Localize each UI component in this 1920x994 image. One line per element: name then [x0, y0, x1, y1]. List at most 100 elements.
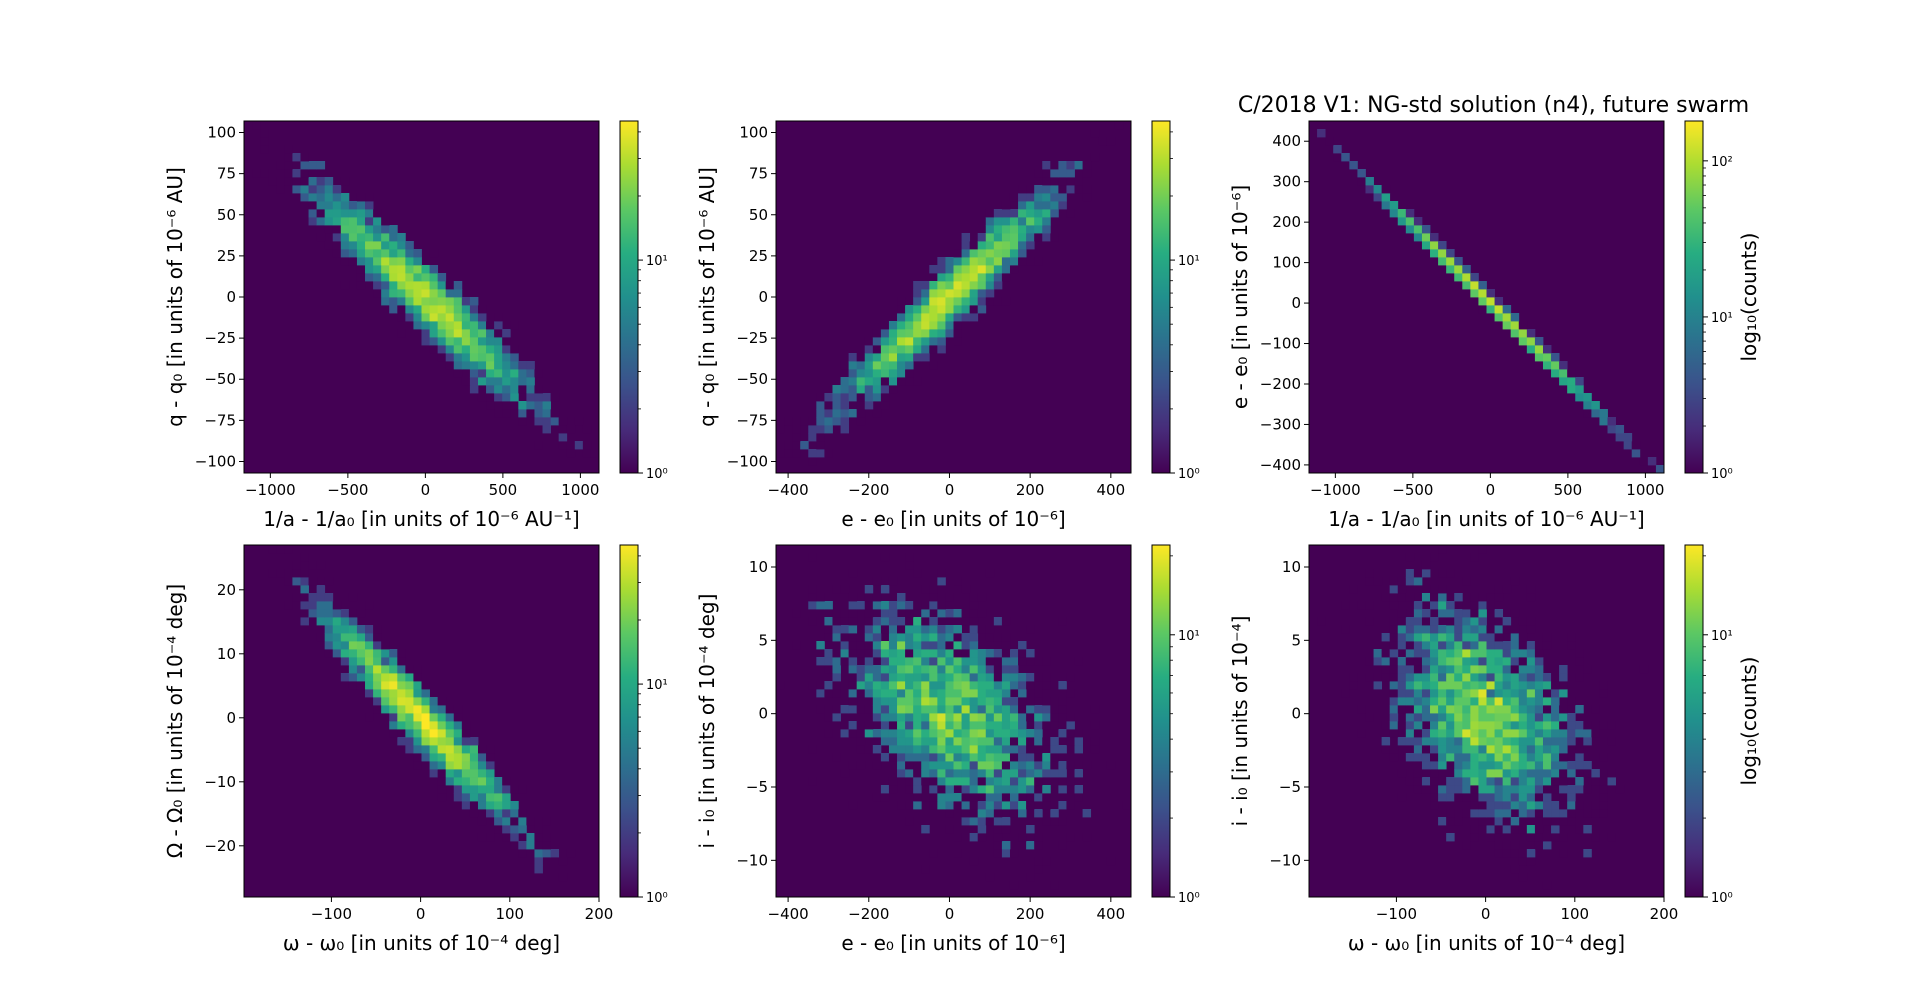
hexbin-cell — [1446, 689, 1455, 698]
hexbin-cell — [518, 401, 527, 410]
hexbin-cell — [461, 793, 471, 802]
hexbin-cell — [1349, 681, 1358, 690]
hexbin-cell — [1009, 697, 1019, 706]
hexbin-cell — [1486, 689, 1495, 698]
hexbin-cell — [1494, 817, 1504, 826]
hexbin-cell — [953, 665, 962, 674]
hexbin-cell — [300, 161, 309, 170]
hexbin-cell — [1009, 249, 1019, 258]
hexbin-cell — [582, 441, 592, 450]
hexbin-cell — [969, 721, 979, 730]
hexbin-cell — [1534, 761, 1544, 770]
hexbin-cell — [1583, 737, 1592, 746]
hexbin-cell — [1018, 225, 1027, 234]
hexbin-cell — [985, 657, 995, 666]
hexbin-cell — [993, 825, 1003, 834]
hexbin-cell — [977, 233, 987, 242]
hexbin-cell — [1534, 337, 1544, 346]
hexbin-cell — [477, 305, 487, 314]
hexbin-cell — [808, 433, 817, 442]
hexbin-cell — [1430, 617, 1439, 626]
hexbin-cell — [1575, 385, 1584, 394]
hexbin-cell — [1647, 457, 1657, 466]
hexbin-cell — [1518, 633, 1528, 642]
hexbin-cell — [421, 729, 430, 738]
hexbin-cell — [1526, 753, 1536, 762]
hexbin-cell — [1397, 625, 1407, 634]
hexbin-cell — [945, 777, 954, 786]
colorbar-tick-label: 10⁰ — [646, 467, 668, 482]
hexbin-cell — [477, 369, 487, 378]
hexbin-cell — [880, 353, 890, 362]
hexbin-cell — [1494, 793, 1504, 802]
hexbin-cell — [856, 665, 866, 674]
hexbin-cell — [937, 345, 946, 354]
hexbin-cell — [494, 801, 503, 810]
hexbin-cell — [848, 657, 858, 666]
hexbin-cell — [1421, 673, 1431, 682]
hexbin-cell — [1365, 657, 1374, 666]
hexbin-cell — [985, 713, 995, 722]
y-tick-label: 0 — [758, 288, 768, 306]
hexbin-cell — [405, 681, 414, 690]
hexbin-cell — [937, 633, 946, 642]
hexbin-cell — [1026, 217, 1035, 226]
hexbin-cell — [518, 849, 527, 858]
hexbin-cell — [373, 281, 382, 290]
hexbin-cell — [977, 241, 987, 250]
hexbin-cell — [848, 721, 858, 730]
hexbin-cell — [1454, 265, 1463, 274]
hexbin-cell — [864, 633, 874, 642]
hexbin-cell — [993, 721, 1003, 730]
hexbin-cell — [864, 681, 874, 690]
hexbin-cell — [816, 441, 825, 450]
hexbin-cell — [348, 625, 358, 634]
hexbin-cell — [1518, 857, 1528, 866]
hexbin-cell — [518, 809, 527, 818]
hexbin-cell — [937, 297, 946, 306]
hexbin-cell — [389, 657, 398, 666]
hexbin-cell — [437, 777, 447, 786]
hexbin-cell — [1478, 649, 1487, 658]
hexbin-cell — [494, 321, 503, 330]
hexbin-cell — [1413, 609, 1423, 618]
hexbin-cell — [1018, 809, 1027, 818]
hexbin-cell — [1454, 777, 1463, 786]
hexbin-cell — [518, 417, 527, 426]
hexbin-cell — [348, 249, 358, 258]
hexbin-cell — [389, 649, 398, 658]
hexbin-cell — [1462, 777, 1471, 786]
hexbin-cell — [453, 305, 463, 314]
hexbin-cell — [413, 721, 422, 730]
hexbin-cell — [340, 177, 350, 186]
hexbin-cell — [1599, 409, 1608, 418]
hexbin-cell — [1042, 793, 1051, 802]
hexbin-cell — [897, 601, 906, 610]
hexbin-cell — [1405, 217, 1415, 226]
hexbin-cell — [808, 553, 817, 562]
hexbin-cell — [332, 641, 342, 650]
hexbin-cell — [897, 697, 906, 706]
hexbin-cell — [792, 425, 801, 434]
hexbin-cell — [381, 705, 390, 714]
hexbin-cell — [824, 657, 833, 666]
hexbin-cell — [888, 609, 898, 618]
hexbin-cell — [880, 641, 890, 650]
hexbin-cell — [453, 353, 463, 362]
y-tick-label: −100 — [727, 452, 768, 470]
hexbin-cell — [1018, 233, 1027, 242]
hexbin-cell — [534, 393, 543, 402]
hexbin-cell — [1542, 689, 1552, 698]
hexbin-cell — [1454, 673, 1463, 682]
hexbin-cell — [1454, 753, 1463, 762]
hexbin-cell — [1470, 729, 1479, 738]
hexbin-cell — [1518, 753, 1528, 762]
hexbin-cell — [518, 361, 527, 370]
y-tick-label: 100 — [1272, 254, 1301, 272]
hexbin-cell — [993, 777, 1003, 786]
y-axis-label: q - q₀ [in units of 10⁻⁶ AU] — [695, 167, 719, 427]
hexbin-cell — [824, 393, 833, 402]
hexbin-cell — [1446, 673, 1455, 682]
hexbin-cell — [494, 793, 503, 802]
hexbin-cell — [905, 713, 914, 722]
